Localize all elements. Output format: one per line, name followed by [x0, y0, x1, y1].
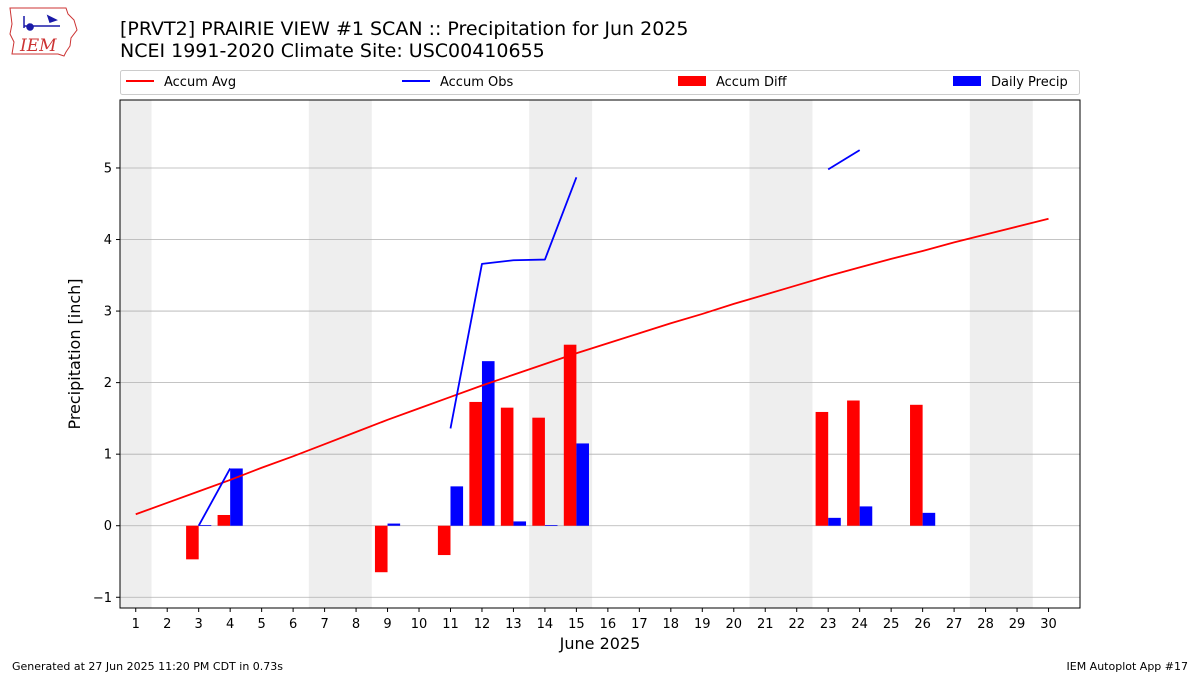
y-tick-label: 0 — [104, 519, 112, 534]
footer-generated: Generated at 27 Jun 2025 11:20 PM CDT in… — [12, 660, 283, 673]
x-tick-label: 30 — [1040, 617, 1057, 632]
bar-daily-precip-day-11 — [450, 486, 464, 526]
lines — [135, 149, 1049, 527]
bar-daily-precip-day-26 — [922, 512, 936, 526]
x-tick-label: 27 — [946, 617, 963, 632]
plot-background — [120, 100, 1080, 608]
bars — [186, 344, 936, 573]
x-tick-label: 21 — [757, 617, 774, 632]
x-tick-label: 28 — [977, 617, 994, 632]
x-tick-label: 8 — [352, 617, 360, 632]
bar-daily-precip-day-24 — [859, 506, 873, 526]
x-tick-label: 4 — [226, 617, 234, 632]
bar-accum-diff-day-15 — [563, 344, 577, 526]
x-axis-label: June 2025 — [559, 634, 641, 653]
y-tick-label: 2 — [104, 376, 112, 391]
chart-subtitle: NCEI 1991-2020 Climate Site: USC00410655 — [120, 40, 545, 62]
x-tick-label: 20 — [725, 617, 742, 632]
accum-avg-line-segment-1 — [135, 217, 1049, 516]
bar-accum-diff-day-23 — [815, 411, 829, 526]
legend-swatch-daily-precip — [953, 76, 981, 86]
x-tick-label: 10 — [411, 617, 428, 632]
x-tick-label: 26 — [914, 617, 931, 632]
bar-accum-diff-day-13 — [500, 407, 514, 526]
bar-daily-precip-day-9 — [387, 523, 401, 526]
bar-daily-precip-day-12 — [481, 361, 495, 526]
x-tick-label: 12 — [474, 617, 491, 632]
x-tick-label: 5 — [257, 617, 265, 632]
y-axis-label: Precipitation [inch] — [65, 278, 84, 429]
y-tick-label: 4 — [104, 233, 112, 248]
bar-accum-diff-day-4 — [217, 514, 231, 526]
x-tick-label: 11 — [442, 617, 459, 632]
y-tick-label: 3 — [104, 305, 112, 320]
legend-frame — [120, 70, 1080, 95]
x-tick-label: 9 — [383, 617, 391, 632]
x-tick-label: 1 — [132, 617, 140, 632]
bar-accum-diff-day-12 — [469, 401, 482, 526]
weekend-band-5 — [969, 100, 1033, 608]
bar-accum-diff-day-24 — [847, 400, 860, 526]
bar-daily-precip-day-14 — [544, 525, 558, 526]
accum-obs-line-segment-1 — [197, 468, 231, 527]
weekend-shading — [120, 100, 1033, 608]
y-tick-label: 1 — [104, 448, 112, 463]
x-tick-label: 29 — [1009, 617, 1026, 632]
weather-vane-icon — [23, 14, 60, 31]
legend-label-daily-precip: Daily Precip — [991, 75, 1068, 90]
accum-obs-line-segment-2 — [449, 176, 578, 429]
bar-accum-diff-day-9 — [374, 525, 388, 573]
y-tick-label: −1 — [93, 591, 112, 606]
bar-accum-diff-day-26 — [910, 404, 923, 526]
x-tick-label: 6 — [289, 617, 297, 632]
legend-label-accum-obs: Accum Obs — [440, 75, 513, 90]
legend-label-accum-diff: Accum Diff — [716, 75, 788, 90]
iem-logo: IEM — [9, 7, 78, 57]
x-tick-label: 24 — [851, 617, 868, 632]
x-tick-label: 17 — [631, 617, 648, 632]
state-outline-icon — [9, 7, 78, 57]
weekend-band-3 — [529, 100, 593, 608]
accum-obs-line-segment-3 — [827, 149, 861, 171]
x-tick-label: 16 — [600, 617, 617, 632]
bar-daily-precip-day-23 — [828, 517, 841, 526]
bar-daily-precip-day-15 — [576, 443, 589, 526]
x-tick-label: 25 — [883, 617, 900, 632]
bar-daily-precip-day-4 — [230, 468, 243, 526]
y-tick-label: 5 — [104, 161, 112, 176]
bar-daily-precip-day-13 — [513, 521, 527, 526]
x-tick-label: 2 — [163, 617, 171, 632]
bar-accum-diff-day-11 — [437, 525, 451, 556]
logo-text: IEM — [19, 36, 57, 56]
legend: Accum Avg Accum Obs Accum Diff Daily Pre… — [120, 70, 1080, 95]
weekend-band-4 — [749, 100, 813, 608]
x-tick-label: 23 — [820, 617, 837, 632]
weekend-band-1 — [120, 100, 152, 608]
legend-swatch-accum-diff — [678, 76, 706, 86]
footer-app: IEM Autoplot App #17 — [1067, 660, 1189, 673]
legend-label-accum-avg: Accum Avg — [164, 75, 236, 90]
x-tick-label: 13 — [505, 617, 522, 632]
chart-title: [PRVT2] PRAIRIE VIEW #1 SCAN :: Precipit… — [120, 18, 688, 40]
x-tick-label: 14 — [537, 617, 554, 632]
weekend-band-2 — [308, 100, 372, 608]
x-tick-label: 19 — [694, 617, 711, 632]
x-tick-label: 3 — [195, 617, 203, 632]
bar-accum-diff-day-3 — [186, 525, 199, 560]
x-tick-label: 18 — [663, 617, 680, 632]
x-tick-label: 15 — [568, 617, 585, 632]
x-tick-label: 7 — [320, 617, 328, 632]
x-tick-label: 22 — [788, 617, 805, 632]
plot-frame — [119, 99, 1081, 609]
bar-daily-precip-day-3 — [198, 525, 212, 526]
bar-accum-diff-day-14 — [532, 417, 545, 526]
